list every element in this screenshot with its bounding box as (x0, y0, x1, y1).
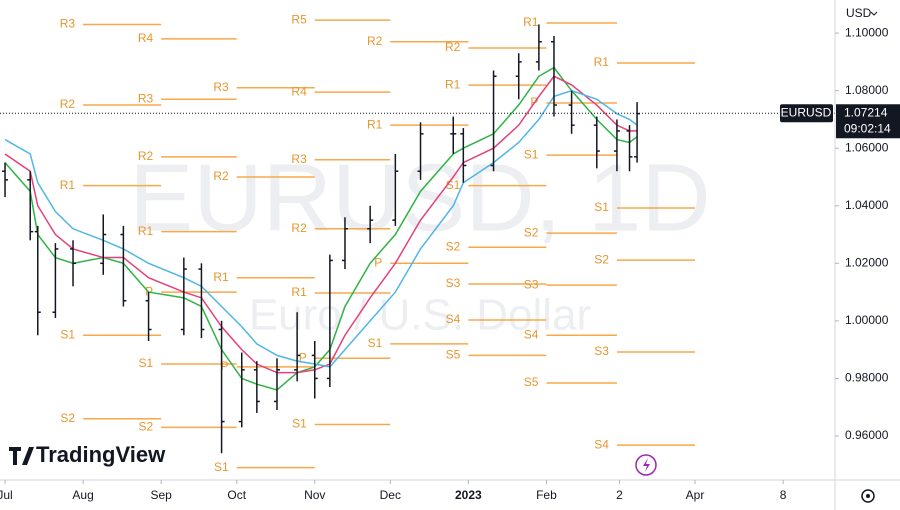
pivot-label: S1 (594, 200, 609, 214)
logo-text: TradingView (36, 442, 166, 467)
x-tick-label: Jul (0, 488, 13, 502)
last-price-label: 1.07214 (844, 105, 888, 119)
pivot-label: S1 (60, 327, 75, 341)
x-tick-label: 8 (780, 488, 787, 502)
currency[interactable]: USD (846, 6, 872, 20)
pivot-label: R3 (138, 91, 154, 105)
pivot-label: S4 (594, 437, 609, 451)
y-tick-label: 1.08000 (845, 83, 889, 97)
x-tick-label: Feb (536, 488, 557, 502)
event-icon[interactable] (635, 454, 657, 476)
pivot-label: R2 (445, 40, 461, 54)
pivot-label: S2 (138, 420, 153, 434)
y-tick-label: 1.10000 (845, 25, 889, 39)
y-tick-label: 1.04000 (845, 198, 889, 212)
plot: R3 R2 R1 S1 S2 R4 R3 R2 R1 P S1 S2 R3 R2 R1 P S1 R5 R4 R3 R2… (0, 12, 835, 474)
pivot-label: P (299, 350, 307, 364)
pivot-label: S3 (524, 277, 539, 291)
x-tick-label: Aug (72, 488, 93, 502)
x-tick-label: Nov (304, 488, 325, 502)
pivot-label: R2 (367, 34, 383, 48)
pivot-label: R2 (60, 97, 76, 111)
pivot-label: P (221, 359, 229, 373)
pivot-label: R1 (594, 55, 610, 69)
symbol-label: EURUSD (781, 105, 832, 119)
pivot-label: R4 (291, 84, 307, 98)
event-icon-bolt (643, 458, 650, 472)
pivot-label: R2 (291, 221, 307, 235)
pivot-label: R1 (60, 178, 76, 192)
pivot-label: S5 (446, 348, 461, 362)
pivot-label: R2 (138, 149, 154, 163)
pivot-label: R1 (445, 77, 461, 91)
settings-icon[interactable] (861, 489, 875, 503)
moving-average (4, 66, 638, 391)
y-tick-label: 0.98000 (845, 371, 889, 385)
pivot-label: R1 (213, 270, 229, 284)
y-tick-label: 1.02000 (845, 255, 889, 269)
x-tick-label: 2023 (455, 488, 482, 502)
pivot-label: S4 (524, 327, 539, 341)
y-tick-label: 1.06000 (845, 140, 889, 154)
pivot-label: S1 (368, 336, 383, 350)
x-tick-label: Apr (686, 488, 705, 502)
moving-average (4, 75, 638, 374)
x-tick-label: Dec (380, 488, 401, 502)
pivot-label: S1 (214, 460, 229, 474)
pivot-label: P (374, 255, 382, 269)
x-tick-label: Oct (227, 488, 246, 502)
pivot-label: S2 (60, 411, 75, 425)
last-price-tag (836, 104, 900, 139)
pivot-label: R1 (291, 285, 307, 299)
pivot-label: R1 (367, 117, 383, 131)
pivot-label: R4 (138, 31, 154, 45)
pivot-label: R1 (523, 15, 539, 29)
pivot-label: S2 (524, 225, 539, 239)
pivot-label: S1 (138, 356, 153, 370)
pivot-label: P (145, 284, 153, 298)
y-tick-label: 1.00000 (845, 313, 889, 327)
pivot-label: S3 (446, 276, 461, 290)
pivot-label: S1 (292, 417, 307, 431)
moving-average (4, 89, 638, 368)
pivot-label: S2 (446, 239, 461, 253)
x-tick-label: Sep (150, 488, 172, 502)
countdown: 09:02:14 (844, 121, 891, 135)
currency-caret[interactable] (870, 11, 878, 16)
watermark-description: Euro / U.S. Dollar (249, 291, 591, 340)
pivot-label: S1 (524, 147, 539, 161)
pivot-label: S2 (594, 252, 609, 266)
pivot-label: R2 (213, 169, 229, 183)
logo: TradingView (9, 442, 166, 467)
y-tick-label: 0.96000 (845, 428, 889, 442)
pivot-label: S4 (446, 312, 461, 326)
pivot-label: R3 (291, 152, 307, 166)
pivot-label: R5 (291, 12, 307, 26)
symbol-tag (780, 104, 833, 123)
pivot-label: R3 (60, 17, 76, 31)
x-tick-label: 2 (616, 488, 623, 502)
pivot-label: R1 (138, 224, 154, 238)
pivot-label: S5 (524, 375, 539, 389)
pivot-label: S3 (594, 344, 609, 358)
pivot-label: R3 (213, 80, 229, 94)
